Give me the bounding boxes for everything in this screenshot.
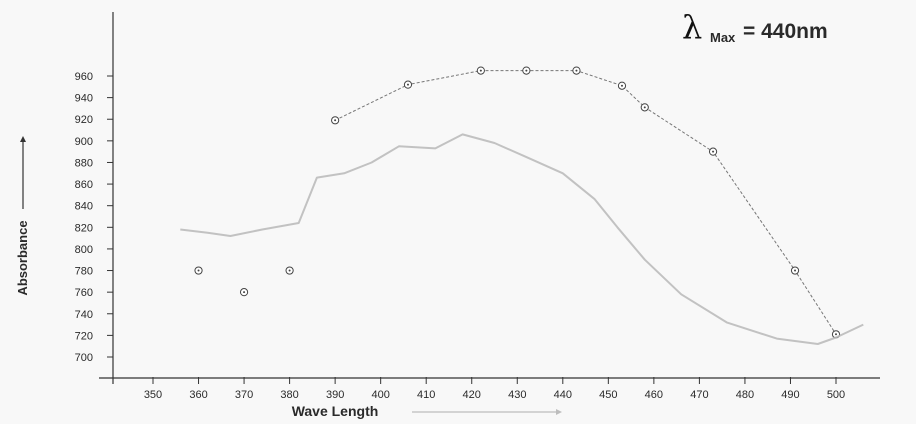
x-tick-label: 440 [554, 389, 572, 401]
y-tick-label: 860 [75, 179, 93, 191]
data-point-dot [575, 69, 578, 72]
x-tick-label: 360 [189, 389, 207, 401]
x-tick-label: 470 [690, 389, 708, 401]
x-axis-ticks: 350 360 370 380 390 400 410 420 430 440 450 460 470 4… [144, 377, 845, 401]
lambda-symbol: λ [682, 8, 702, 46]
y-tick-label: 940 [75, 93, 93, 105]
x-tick-label: 420 [463, 389, 481, 401]
faint-absorbance-curve [180, 133, 864, 345]
title-subscript: Max [710, 30, 736, 45]
y-axis-label: Absorbance [15, 220, 30, 295]
data-point-dot [794, 269, 797, 272]
data-point-dot [197, 269, 200, 272]
data-point-dot [406, 83, 409, 86]
data-point-dot [835, 333, 837, 336]
y-tick-label: 720 [75, 330, 93, 342]
data-point-dot [479, 69, 482, 72]
y-tick-label: 760 [75, 287, 93, 299]
x-tick-label: 390 [326, 389, 344, 401]
data-point-dot [643, 106, 646, 109]
x-tick-label: 350 [144, 389, 162, 401]
y-tick-label: 700 [75, 352, 93, 364]
series-layer [180, 66, 864, 345]
x-tick-label: 410 [417, 389, 435, 401]
x-tick-label: 490 [781, 389, 799, 401]
x-tick-label: 400 [371, 389, 389, 401]
title-value: = 440nm [743, 20, 828, 43]
x-tick-label: 380 [280, 389, 298, 401]
data-point-dot [288, 269, 291, 272]
y-tick-label: 780 [75, 266, 93, 278]
chart-title: λ Max = 440nm [682, 8, 828, 46]
y-tick-label: 960 [75, 71, 93, 83]
x-tick-label: 460 [645, 389, 663, 401]
x-axis-label: Wave Length [292, 403, 379, 419]
x-tick-label: 370 [235, 389, 253, 401]
y-tick-label: 880 [75, 157, 93, 169]
y-axis-ticks: 700 720 740 760 780 800 820 840 860 880 900 920 940 9… [75, 71, 113, 364]
y-tick-label: 740 [75, 309, 93, 321]
axes [99, 12, 880, 384]
x-tick-label: 500 [827, 389, 845, 401]
x-axis-arrowhead [556, 409, 562, 415]
y-tick-label: 900 [75, 136, 93, 148]
y-tick-label: 820 [75, 222, 93, 234]
data-point-dot [620, 84, 623, 87]
data-point-dot [243, 291, 246, 294]
x-tick-label: 480 [736, 389, 754, 401]
y-tick-label: 800 [75, 244, 93, 256]
data-point-dot [525, 69, 528, 72]
data-point-dot [712, 150, 715, 153]
y-tick-label: 920 [75, 114, 93, 126]
data-point-dot [334, 119, 337, 122]
x-tick-label: 430 [508, 389, 526, 401]
y-axis-arrowhead [20, 136, 26, 142]
x-tick-label: 450 [599, 389, 617, 401]
y-tick-label: 840 [75, 201, 93, 213]
